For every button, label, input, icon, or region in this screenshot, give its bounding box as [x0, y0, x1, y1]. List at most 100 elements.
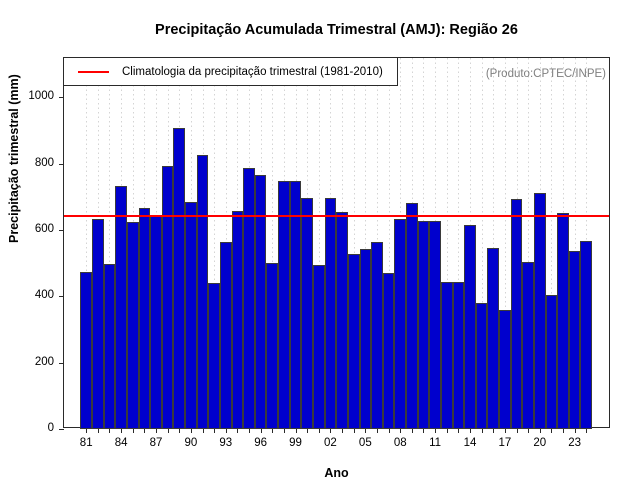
bar-1991 [196, 154, 209, 429]
x-tick-2005 [365, 429, 367, 433]
bar-2006 [371, 242, 383, 429]
bar-2022 [557, 212, 569, 429]
x-tick-2004 [353, 429, 355, 433]
gridline-2013 [458, 58, 460, 427]
x-tick-2009 [411, 429, 413, 433]
gridline-1983 [109, 58, 111, 427]
x-tick-2008 [400, 429, 402, 433]
x-tick-label-2011: 11 [429, 437, 442, 449]
bar-2013 [452, 282, 465, 429]
gridline-2019 [528, 58, 530, 427]
bar-1996 [254, 174, 267, 429]
y-tick-label-600: 600 [34, 222, 54, 235]
x-tick-label-2014: 14 [463, 437, 477, 449]
y-tick-400 [59, 296, 64, 298]
gridline-1992 [214, 58, 216, 427]
y-tick-label-200: 200 [34, 355, 54, 368]
x-tick-2017 [504, 429, 506, 433]
x-tick-2022 [563, 429, 565, 433]
y-tick-1000 [59, 97, 64, 99]
y-tick-800 [59, 163, 64, 165]
bar-2024 [580, 240, 593, 429]
bar-2012 [440, 281, 453, 429]
x-tick-label-2008: 08 [393, 437, 407, 449]
gridline-2012 [446, 58, 448, 427]
bar-2017 [499, 309, 511, 429]
bar-2001 [313, 265, 325, 429]
bar-1985 [126, 221, 139, 429]
gridline-2016 [493, 58, 495, 427]
x-tick-2019 [528, 429, 530, 433]
bar-1983 [103, 263, 116, 429]
y-tick-600 [59, 229, 64, 231]
x-tick-1988 [167, 429, 169, 433]
x-tick-label-1999: 99 [289, 437, 302, 449]
bar-2000 [301, 197, 313, 429]
bar-2020 [533, 192, 546, 429]
x-tick-1994 [237, 429, 239, 433]
x-tick-1985 [132, 429, 134, 433]
x-tick-label-1981: 81 [79, 437, 93, 449]
bar-1998 [278, 181, 290, 429]
y-tick-label-800: 800 [34, 156, 54, 169]
bar-2005 [359, 248, 372, 429]
bar-1993 [219, 242, 232, 429]
gridline-2021 [551, 58, 553, 427]
gridline-2015 [481, 58, 483, 427]
x-tick-1997 [272, 429, 274, 433]
x-tick-label-2005: 05 [358, 437, 372, 449]
x-tick-2002 [330, 429, 332, 433]
bar-2008 [394, 219, 407, 429]
x-tick-label-1996: 96 [254, 437, 268, 449]
x-tick-2007 [388, 429, 390, 433]
bar-1982 [92, 219, 104, 429]
x-tick-2001 [318, 429, 320, 433]
bar-2010 [417, 221, 430, 429]
x-tick-2023 [574, 429, 576, 433]
x-axis-title: Ano [324, 466, 349, 480]
y-tick-label-400: 400 [34, 289, 54, 302]
x-tick-2021 [551, 429, 553, 433]
x-tick-2012 [446, 429, 448, 433]
chart-title: Precipitação Acumulada Trimestral (AMJ):… [155, 22, 518, 38]
x-tick-label-1984: 84 [114, 437, 128, 449]
x-tick-1999 [295, 429, 297, 433]
bar-2009 [406, 202, 418, 429]
gridline-2023 [574, 58, 576, 427]
bar-1984 [115, 186, 127, 429]
bar-1997 [266, 263, 279, 429]
bar-2004 [347, 253, 360, 429]
bar-1994 [231, 211, 244, 429]
x-tick-2010 [423, 429, 425, 433]
x-tick-1987 [155, 429, 157, 433]
x-tick-1982 [97, 429, 99, 433]
climatology-reference-line [64, 214, 609, 217]
x-tick-1990 [190, 429, 192, 433]
x-tick-label-1990: 90 [184, 437, 198, 449]
x-tick-2003 [342, 429, 344, 433]
x-tick-2024 [586, 429, 588, 433]
gridline-2004 [353, 58, 355, 427]
bar-2003 [336, 211, 348, 429]
bar-2019 [522, 262, 534, 429]
x-tick-1983 [109, 429, 111, 433]
bar-2016 [487, 247, 500, 429]
bar-2015 [475, 303, 488, 429]
x-tick-label-2017: 17 [498, 437, 512, 449]
x-tick-1991 [202, 429, 204, 433]
x-tick-label-1993: 93 [219, 437, 233, 449]
x-tick-1986 [144, 429, 146, 433]
bar-1995 [243, 168, 255, 429]
y-tick-label-0: 0 [47, 422, 54, 434]
x-tick-2020 [539, 429, 541, 433]
bar-2014 [464, 224, 476, 429]
x-tick-2013 [458, 429, 460, 433]
bar-2018 [510, 199, 523, 429]
bar-1992 [208, 283, 220, 429]
y-tick-0 [59, 429, 64, 430]
x-tick-1981 [86, 429, 88, 433]
gridline-2005 [365, 58, 367, 427]
plot-area: 81 84 87 90 93 96 99 02 05 08 11 14 17 20 23 0 200 400 60… [7, 57, 610, 449]
x-tick-1984 [121, 429, 123, 433]
